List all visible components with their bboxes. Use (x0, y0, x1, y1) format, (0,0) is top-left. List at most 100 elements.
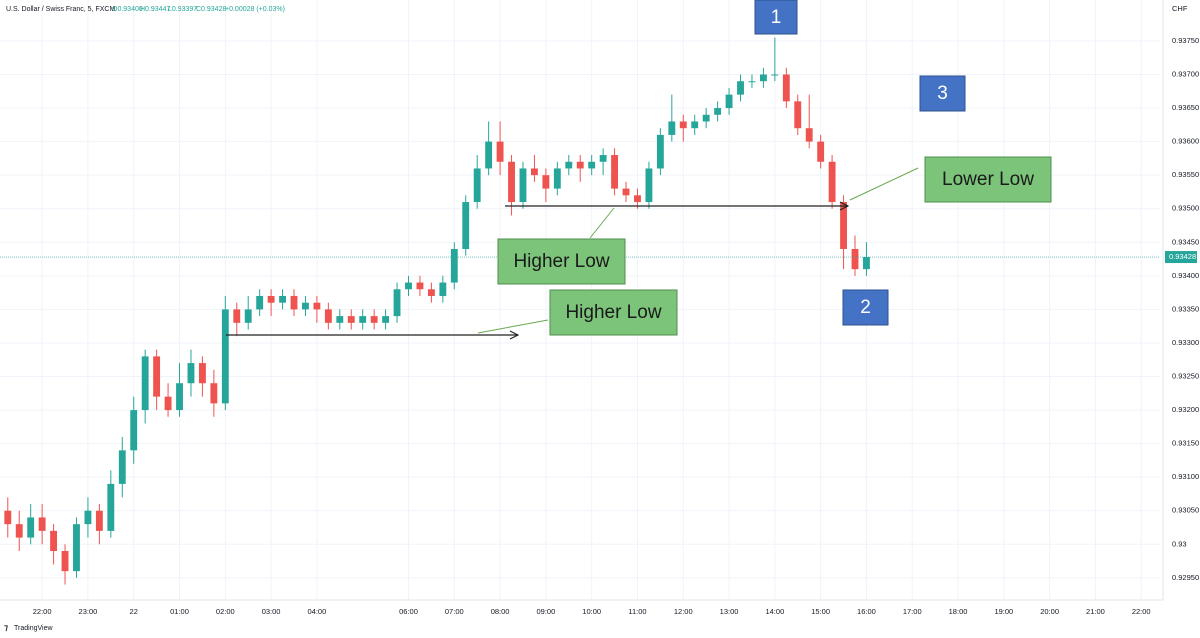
pointer-line (849, 167, 919, 201)
candle-body (656, 134, 664, 169)
candle-body (553, 168, 561, 189)
candle-body (828, 161, 836, 203)
candle-body (290, 295, 298, 310)
header: U.S. Dollar / Swiss Franc, 5, FXCM O0.93… (6, 6, 285, 13)
candle-body (863, 257, 870, 270)
candle-body (176, 383, 183, 411)
candle-body (702, 114, 710, 122)
y-tick-label: 0.93600 (1172, 137, 1199, 146)
candle-body (198, 363, 206, 384)
annotation-box (497, 238, 626, 285)
candle-body (805, 128, 813, 142)
annotation-label: 3 (937, 83, 948, 104)
candle-body (141, 356, 149, 411)
candle-body (393, 289, 401, 317)
candle-body (679, 121, 687, 129)
candle-body (645, 168, 653, 203)
x-tick-label: 22:00 (33, 607, 52, 616)
candle-body (668, 121, 676, 135)
candle-body (473, 168, 481, 203)
y-tick-label: 0.93650 (1172, 103, 1199, 112)
annotation: 2 (842, 289, 889, 326)
candle-body (508, 161, 515, 203)
candle-body (565, 161, 573, 169)
y-tick-label: 0.93050 (1172, 506, 1199, 515)
candle-body (210, 383, 218, 404)
y-tick-label: 0.93700 (1172, 69, 1199, 78)
x-tick-label: 10:00 (582, 607, 601, 616)
candle-body (462, 202, 470, 249)
annotation-label: 1 (771, 7, 782, 28)
annotation: 1 (754, 0, 798, 35)
annotation-box (842, 289, 889, 326)
candle-body (691, 121, 699, 129)
ohlc-low: L0.93397 (168, 6, 197, 13)
annotation: Higher Low (549, 289, 678, 336)
brand-logo: ⁊ (4, 623, 8, 632)
change: +0.00028 (+0.03%) (225, 6, 285, 13)
candle-body (324, 309, 332, 323)
candle-body (851, 248, 859, 270)
y-tick-label: 0.93200 (1172, 405, 1199, 414)
candle-body (439, 282, 447, 296)
x-tick-label: 08:00 (491, 607, 510, 616)
annotation-box (919, 75, 966, 112)
annotation-label: Higher Low (513, 251, 609, 272)
candle-body (61, 551, 69, 572)
candle-body (233, 309, 241, 323)
annotation: Lower Low (924, 156, 1052, 203)
candle-body (485, 141, 493, 169)
candle-body (737, 81, 744, 95)
x-tick-label: 01:00 (170, 607, 189, 616)
ohlc-close: C0.93428 (196, 6, 226, 13)
x-tick-label: 06:00 (399, 607, 418, 616)
candle-body (427, 289, 435, 296)
candle-body (370, 316, 378, 323)
candle-body (519, 168, 527, 203)
candle-body (382, 316, 390, 323)
candle-body (95, 510, 103, 531)
y-tick-label: 0.93150 (1172, 439, 1199, 448)
candle-body (714, 108, 722, 115)
candle-body (244, 309, 252, 323)
y-tick-label: 0.92950 (1172, 573, 1199, 582)
candle-body (748, 81, 756, 83)
candle-body (27, 517, 35, 538)
x-tick-label: 12:00 (674, 607, 693, 616)
x-tick-label: 18:00 (949, 607, 968, 616)
candle-body (347, 316, 355, 323)
last-price-label: 0.93428 (1169, 252, 1196, 261)
ohlc-open: O0.93400 (112, 6, 143, 13)
y-tick-label: 0.93500 (1172, 204, 1199, 213)
candle-body (153, 356, 161, 397)
candle-body (336, 316, 344, 323)
y-tick-label: 0.93300 (1172, 338, 1199, 347)
candle-body (187, 363, 195, 384)
candle-body (267, 295, 275, 303)
symbol-title: U.S. Dollar / Swiss Franc, 5, FXCM (6, 6, 115, 13)
candle-body (782, 74, 790, 102)
x-tick-label: 16:00 (857, 607, 876, 616)
annotation-box (754, 0, 798, 35)
candle-body (450, 248, 458, 283)
x-tick-label: 14:00 (765, 607, 784, 616)
candle-body (164, 396, 172, 411)
candle-body (38, 517, 46, 531)
candle-body (130, 410, 138, 451)
x-tick-label: 22 (130, 607, 138, 616)
candle-body (73, 524, 80, 572)
x-tick-label: 13:00 (720, 607, 739, 616)
annotation-box (549, 289, 678, 336)
candle-body (599, 155, 607, 162)
x-tick-label: 02:00 (216, 607, 235, 616)
candle-body (759, 74, 767, 82)
candle-body (840, 202, 847, 249)
candle-body (794, 101, 802, 129)
y-tick-label: 0.93100 (1172, 472, 1199, 481)
candle-body (313, 302, 321, 310)
x-tick-label: 20:00 (1040, 607, 1059, 616)
x-tick-label: 23:00 (79, 607, 98, 616)
pointer-line (589, 207, 615, 239)
candle-body (118, 450, 126, 484)
candle-body (817, 141, 825, 162)
